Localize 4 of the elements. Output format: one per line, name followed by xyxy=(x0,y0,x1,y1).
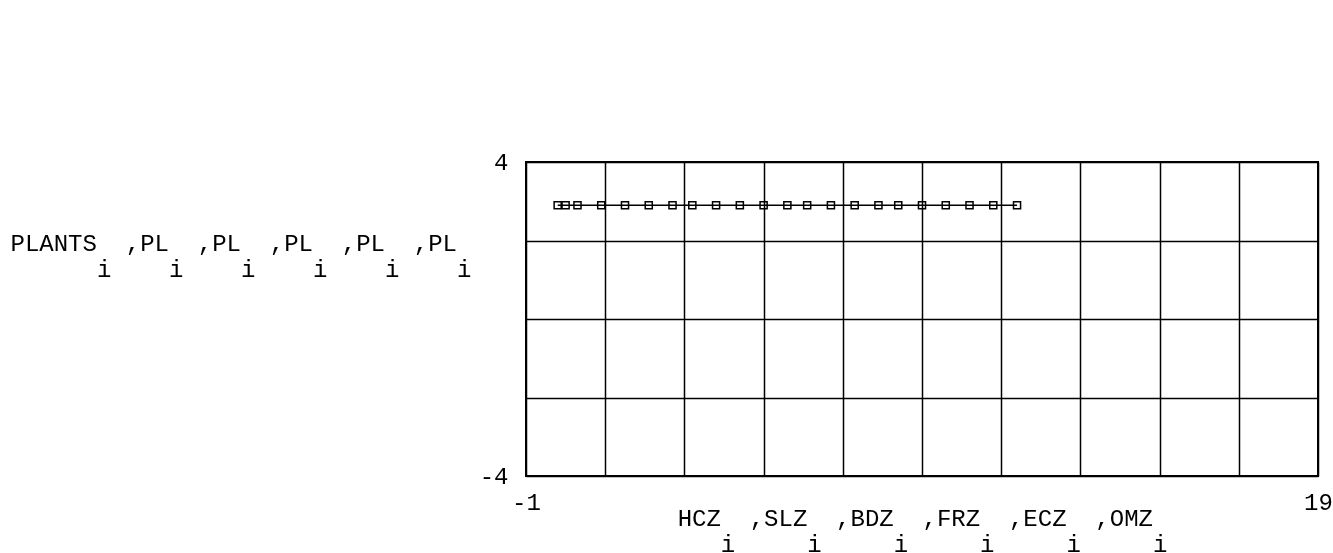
y-tick-label: -4 xyxy=(479,463,509,491)
y-tick-label: 4 xyxy=(494,149,509,177)
x-tick-label: 19 xyxy=(1304,489,1333,517)
x-tick-label: -1 xyxy=(512,489,541,517)
